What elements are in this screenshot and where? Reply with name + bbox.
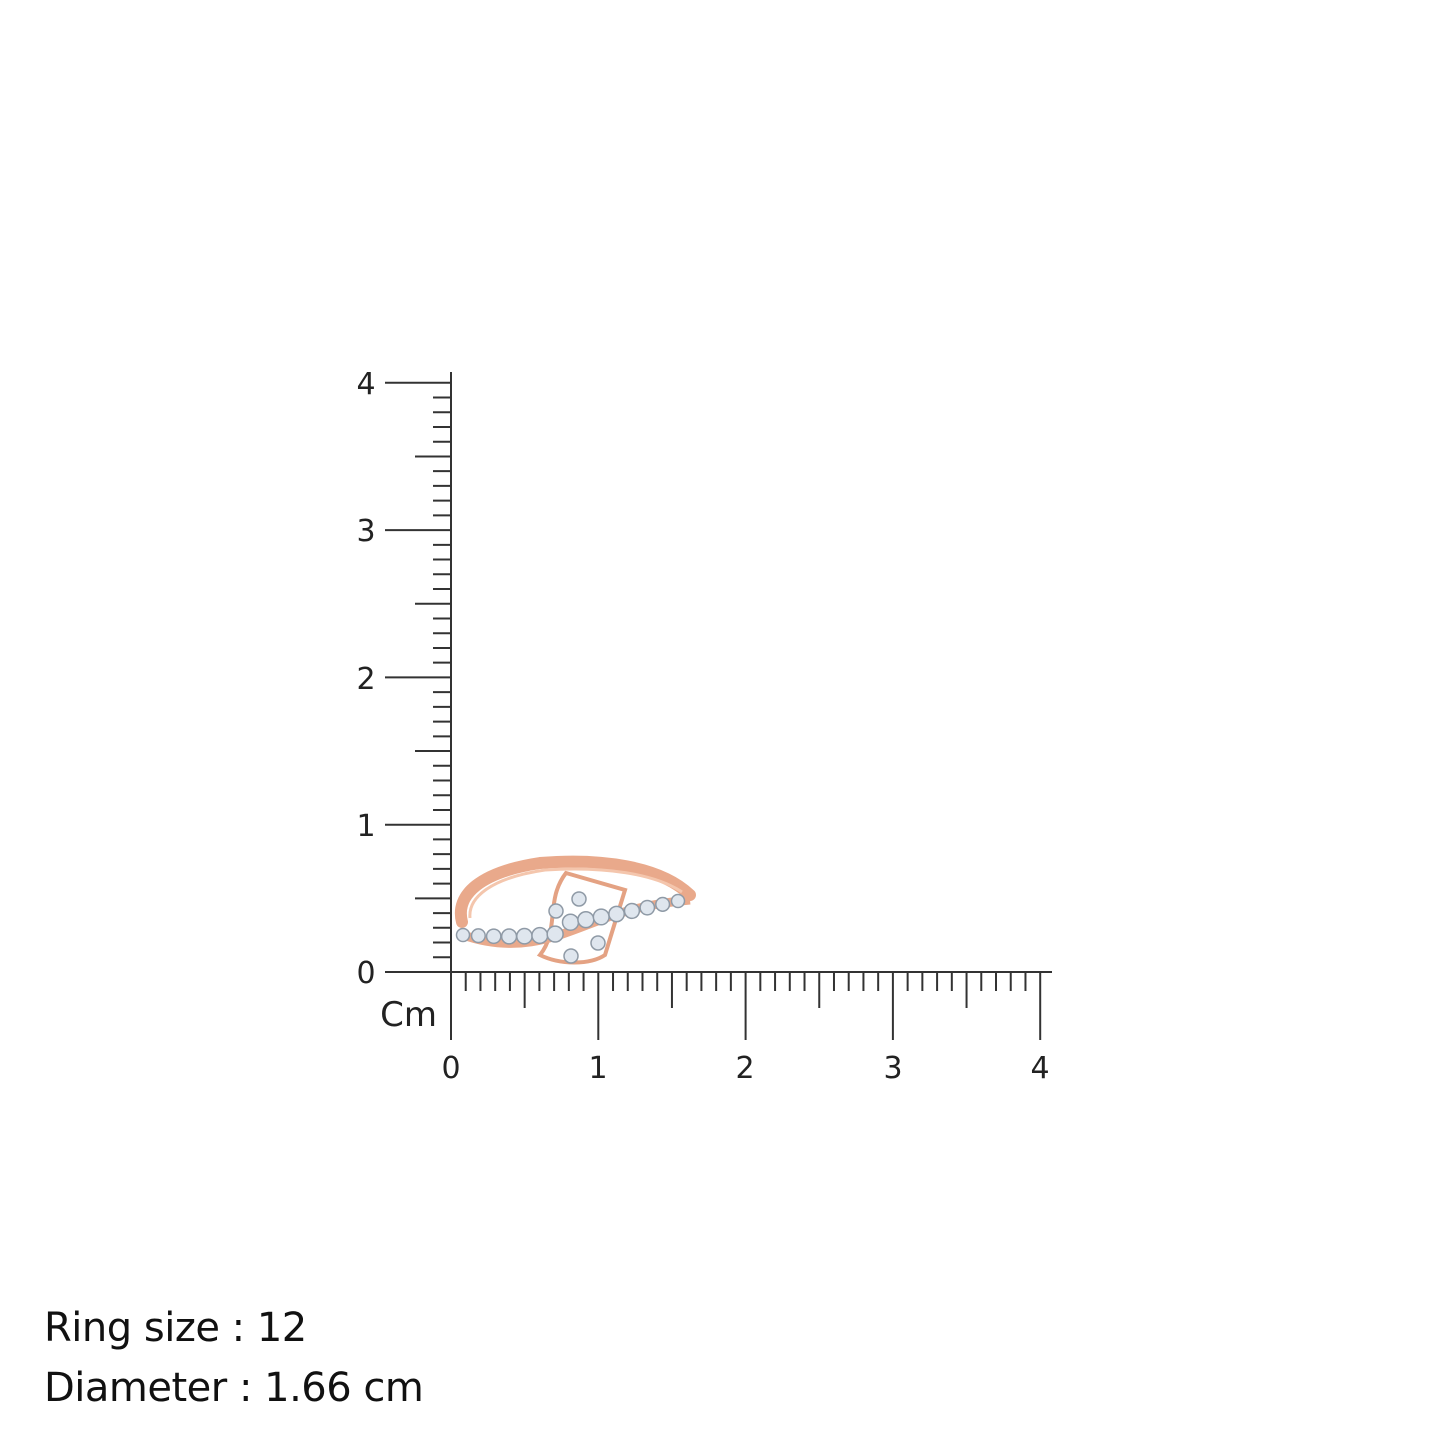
- y-tick-label: 1: [356, 809, 375, 844]
- diamond-stone: [470, 928, 486, 944]
- diamond-stone: [561, 913, 580, 931]
- diamond-stone: [577, 910, 595, 929]
- diamond-stone: [639, 899, 656, 916]
- ring-frame: [536, 870, 628, 965]
- y-tick-label: 4: [356, 367, 375, 402]
- x-tick-label: 4: [1030, 1051, 1049, 1086]
- unit-label: Cm: [380, 995, 437, 1035]
- diamond-stone: [592, 908, 610, 926]
- y-tick-label: 3: [356, 514, 375, 549]
- x-tick-label: 3: [883, 1051, 902, 1086]
- y-tick-label: 2: [356, 662, 375, 697]
- ruler-ticks: [385, 372, 1052, 1040]
- diamond-stone: [546, 925, 564, 943]
- diamond-stone: [455, 927, 471, 943]
- ring-band-inner: [468, 867, 683, 919]
- diamond-stone: [531, 926, 549, 945]
- diamond-stone: [670, 893, 686, 909]
- diamond-stone: [548, 903, 564, 919]
- diamond-stone: [608, 905, 625, 923]
- diamond-stone: [516, 927, 533, 945]
- ring-size-text: Ring size : 12: [44, 1305, 307, 1351]
- x-tick-label: 2: [735, 1051, 754, 1086]
- diamond-stone: [571, 891, 587, 907]
- y-tick-labels: 0 1 2 3 4: [356, 367, 375, 991]
- diamond-stone: [623, 902, 641, 920]
- x-tick-label: 0: [441, 1051, 460, 1086]
- x-tick-label: 1: [588, 1051, 607, 1086]
- diamond-stone: [485, 928, 502, 945]
- x-tick-labels: 0 1 2 3 4: [441, 1051, 1049, 1086]
- y-tick-label: 0: [356, 956, 375, 991]
- diameter-text: Diameter : 1.66 cm: [44, 1365, 424, 1411]
- diamond-stone: [655, 896, 671, 912]
- diamond-stones: [455, 891, 686, 964]
- ring-band: [454, 855, 696, 928]
- diamond-stone: [563, 948, 579, 964]
- ring-image: [454, 855, 696, 965]
- diamond-stone: [590, 935, 606, 951]
- diamond-stone: [500, 928, 518, 945]
